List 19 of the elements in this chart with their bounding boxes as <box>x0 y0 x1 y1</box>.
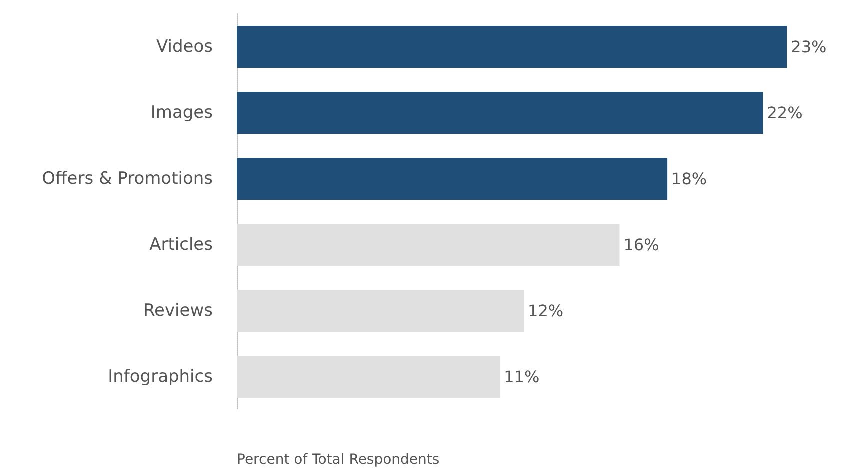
data-label: 23% <box>791 38 827 56</box>
x-axis-title: Percent of Total Respondents <box>237 452 440 468</box>
bar <box>237 26 788 68</box>
data-label: 12% <box>528 302 564 320</box>
y-tick-label: Articles <box>150 235 214 255</box>
bar <box>237 158 668 200</box>
y-tick-label: Videos <box>156 37 214 57</box>
bar <box>237 224 620 266</box>
bar <box>237 356 500 398</box>
y-tick-label: Images <box>150 103 214 123</box>
y-tick-label: Infographics <box>108 367 214 387</box>
data-label: 11% <box>504 368 540 386</box>
data-label: 22% <box>767 104 803 122</box>
bar <box>237 290 524 332</box>
y-tick-label: Offers & Promotions <box>42 169 214 189</box>
data-label: 18% <box>672 170 708 188</box>
data-label: 16% <box>624 236 660 254</box>
y-tick-label: Reviews <box>143 301 214 321</box>
bar <box>237 92 764 134</box>
